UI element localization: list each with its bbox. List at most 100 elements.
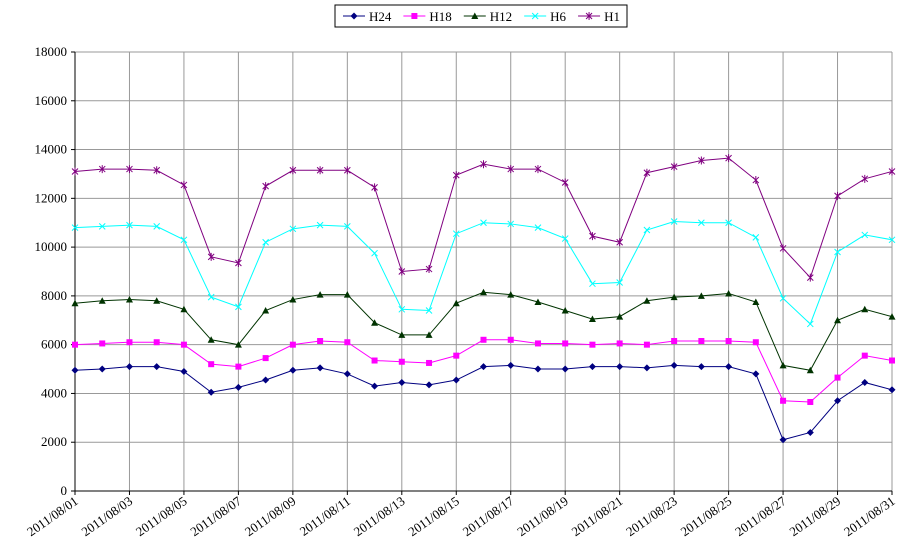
data-point (207, 252, 215, 261)
y-tick-label: 10000 (35, 239, 68, 254)
data-point (779, 294, 787, 302)
data-point (697, 363, 705, 371)
x-tick-label: 2011/08/17 (460, 493, 517, 539)
data-point (670, 218, 678, 225)
data-point (235, 363, 242, 370)
data-point (71, 167, 79, 176)
data-point (480, 363, 487, 371)
data-point (425, 331, 433, 338)
data-point (262, 307, 270, 314)
data-point (126, 221, 133, 229)
data-point (289, 225, 297, 233)
data-point (180, 236, 188, 244)
data-point (343, 223, 351, 230)
data-point (507, 291, 515, 298)
data-point (779, 436, 787, 444)
data-point (507, 220, 515, 228)
data-point (371, 357, 378, 364)
data-point (262, 182, 269, 191)
y-tick-label: 4000 (41, 385, 67, 400)
data-point (643, 226, 651, 234)
y-tick-label: 6000 (41, 337, 67, 352)
data-point (71, 366, 79, 374)
data-point (235, 258, 242, 267)
x-tick-label: 2011/08/29 (787, 493, 844, 539)
data-point (616, 279, 624, 286)
data-point (480, 336, 487, 343)
data-point (534, 365, 542, 373)
data-point (643, 341, 650, 348)
data-point (262, 355, 269, 362)
data-point (888, 167, 896, 176)
x-tick-label: 2011/08/01 (24, 493, 81, 539)
data-point (452, 171, 460, 180)
legend-label: H24 (369, 9, 392, 24)
data-point (262, 376, 270, 384)
data-point (317, 338, 324, 345)
data-point (643, 168, 651, 177)
data-point (534, 340, 541, 347)
data-point (316, 364, 324, 372)
data-point (725, 289, 733, 297)
data-point (180, 341, 187, 348)
data-point (289, 341, 296, 348)
data-point (561, 307, 569, 314)
data-point (806, 366, 814, 374)
data-point (371, 382, 379, 390)
legend-label: H18 (429, 9, 451, 24)
data-point (670, 162, 678, 171)
data-point (344, 339, 351, 346)
data-point (289, 166, 297, 175)
data-point (480, 160, 487, 169)
data-point (126, 339, 133, 346)
data-point (752, 298, 760, 305)
data-point (861, 352, 868, 359)
data-point (207, 388, 215, 396)
data-point (153, 363, 161, 371)
data-point (725, 219, 732, 227)
data-point (588, 363, 596, 371)
y-tick-label: 18000 (35, 44, 68, 59)
x-tick-label: 2011/08/25 (678, 493, 735, 539)
data-point (534, 224, 542, 231)
data-point (806, 320, 814, 328)
data-point (861, 305, 869, 313)
data-point (888, 313, 896, 320)
data-point (725, 363, 733, 371)
y-tick-label: 8000 (41, 288, 67, 303)
data-point (588, 315, 596, 323)
legend-marker (585, 12, 593, 20)
data-point (371, 183, 378, 192)
data-point (289, 366, 297, 374)
data-point (861, 231, 869, 239)
data-point (343, 166, 351, 175)
data-point (453, 352, 460, 359)
data-point (398, 305, 406, 313)
data-point (861, 378, 869, 386)
data-point (698, 156, 705, 165)
series-line (74, 157, 893, 279)
x-tick-label: 2011/08/07 (187, 493, 244, 539)
data-point (589, 341, 596, 348)
data-point (725, 338, 732, 345)
data-point (398, 331, 406, 338)
data-point (371, 249, 378, 257)
y-tick-label: 0 (61, 483, 68, 498)
data-point (616, 340, 623, 347)
data-point (698, 219, 705, 227)
x-tick-label: 2011/08/15 (405, 493, 462, 539)
data-point (616, 363, 624, 371)
data-point (425, 307, 433, 314)
x-tick-label: 2011/08/23 (623, 493, 680, 539)
y-tick-label: 12000 (35, 190, 68, 205)
legend-marker (471, 12, 479, 19)
data-point (589, 280, 596, 288)
data-point (180, 180, 188, 189)
x-tick-label: 2011/08/27 (732, 493, 789, 539)
data-point (234, 383, 242, 391)
data-point (507, 361, 515, 369)
data-point (561, 178, 569, 187)
data-point (616, 313, 624, 320)
series-line (74, 364, 893, 441)
series-line (74, 339, 893, 403)
